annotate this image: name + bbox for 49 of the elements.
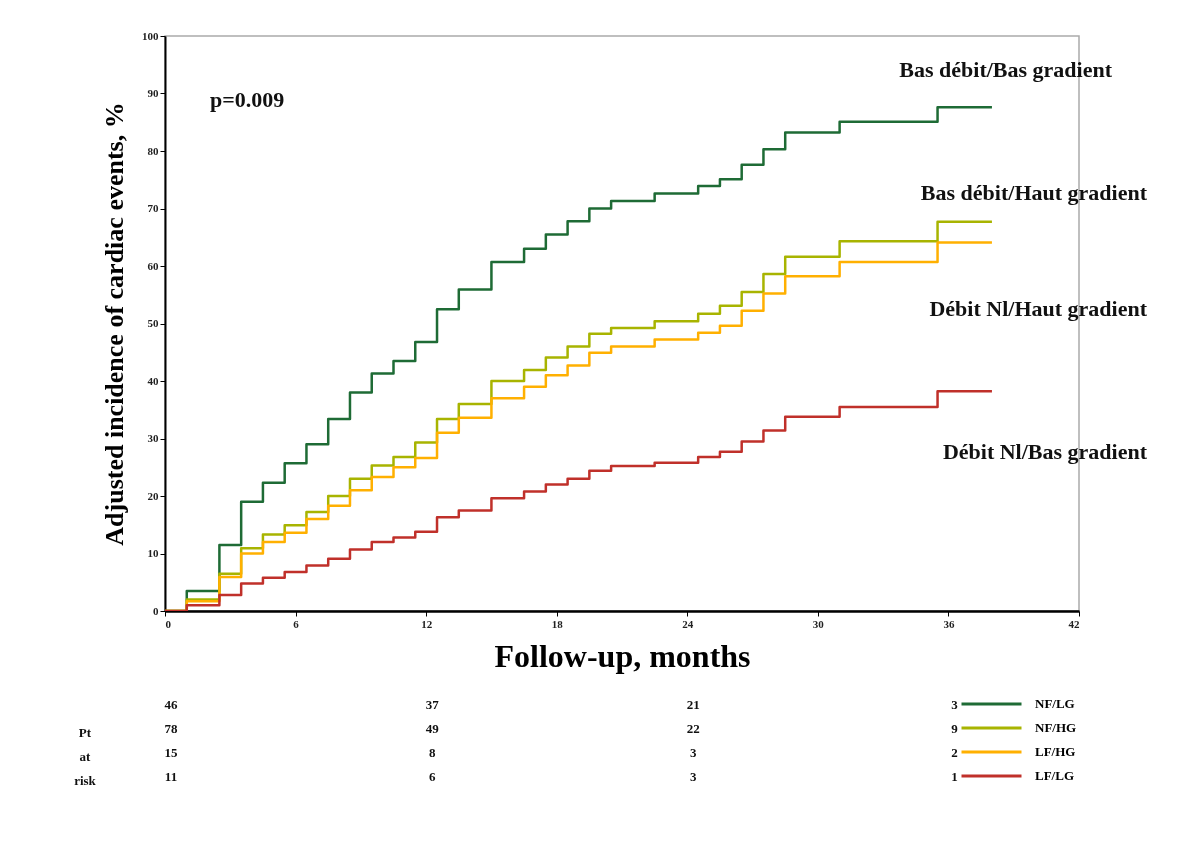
text: 9 xyxy=(951,721,959,736)
annotation: Bas débit/Bas gradient xyxy=(899,57,1113,82)
text: 8 xyxy=(428,745,436,760)
text: 3 xyxy=(690,769,698,784)
x-tick-label: 6 xyxy=(293,617,300,630)
x-tick-label: 24 xyxy=(682,617,694,630)
text: 49 xyxy=(425,721,440,736)
legend-label: LF/LG xyxy=(1035,768,1075,783)
x-tick-label: 0 xyxy=(165,617,172,630)
text: 3 xyxy=(951,697,959,712)
text: at xyxy=(79,749,92,764)
x-tick-label: 36 xyxy=(943,617,955,630)
x-tick-label: 30 xyxy=(812,617,825,630)
y-tick-label: 40 xyxy=(147,374,159,387)
text: 21 xyxy=(686,697,700,712)
text: 2 xyxy=(951,745,958,760)
y-tick-label: 70 xyxy=(147,202,159,214)
text: 22 xyxy=(686,721,700,736)
y-tick-label: 90 xyxy=(147,87,159,99)
text: risk xyxy=(74,773,97,788)
y-tick-label: 60 xyxy=(147,259,159,272)
y-tick-label: 80 xyxy=(147,144,159,157)
text: 37 xyxy=(425,697,440,712)
annotation: Débit Nl/Bas gradient xyxy=(942,439,1148,464)
y-tick-label: 100 xyxy=(142,29,159,42)
text: 11 xyxy=(164,769,178,784)
legend-label: NF/HG xyxy=(1035,720,1077,735)
text: Pt xyxy=(78,725,92,740)
text: 1 xyxy=(951,769,958,784)
text: 6 xyxy=(428,769,436,784)
y-axis-title: Adjusted incidence of cardiac events, % xyxy=(100,102,129,546)
x-tick-label: 18 xyxy=(551,617,564,630)
y-tick-label: 50 xyxy=(147,317,159,329)
x-tick-label: 42 xyxy=(1068,617,1080,630)
y-tick-label: 30 xyxy=(147,432,159,444)
legend-label: NF/LG xyxy=(1035,696,1075,711)
legend-label: LF/HG xyxy=(1035,744,1076,759)
y-tick-label: 0 xyxy=(153,604,159,617)
text: 15 xyxy=(164,745,178,760)
text: 78 xyxy=(164,721,178,736)
text: 3 xyxy=(690,745,698,760)
y-tick-label: 10 xyxy=(147,547,159,559)
annotation: Débit Nl/Haut gradient xyxy=(929,296,1148,321)
annotation: Bas débit/Haut gradient xyxy=(920,180,1148,205)
text: 46 xyxy=(164,697,178,712)
annotation: p=0.009 xyxy=(210,87,285,112)
x-tick-label: 12 xyxy=(421,617,433,630)
x-axis-title: Follow-up, months xyxy=(494,637,751,674)
y-tick-label: 20 xyxy=(147,489,159,502)
